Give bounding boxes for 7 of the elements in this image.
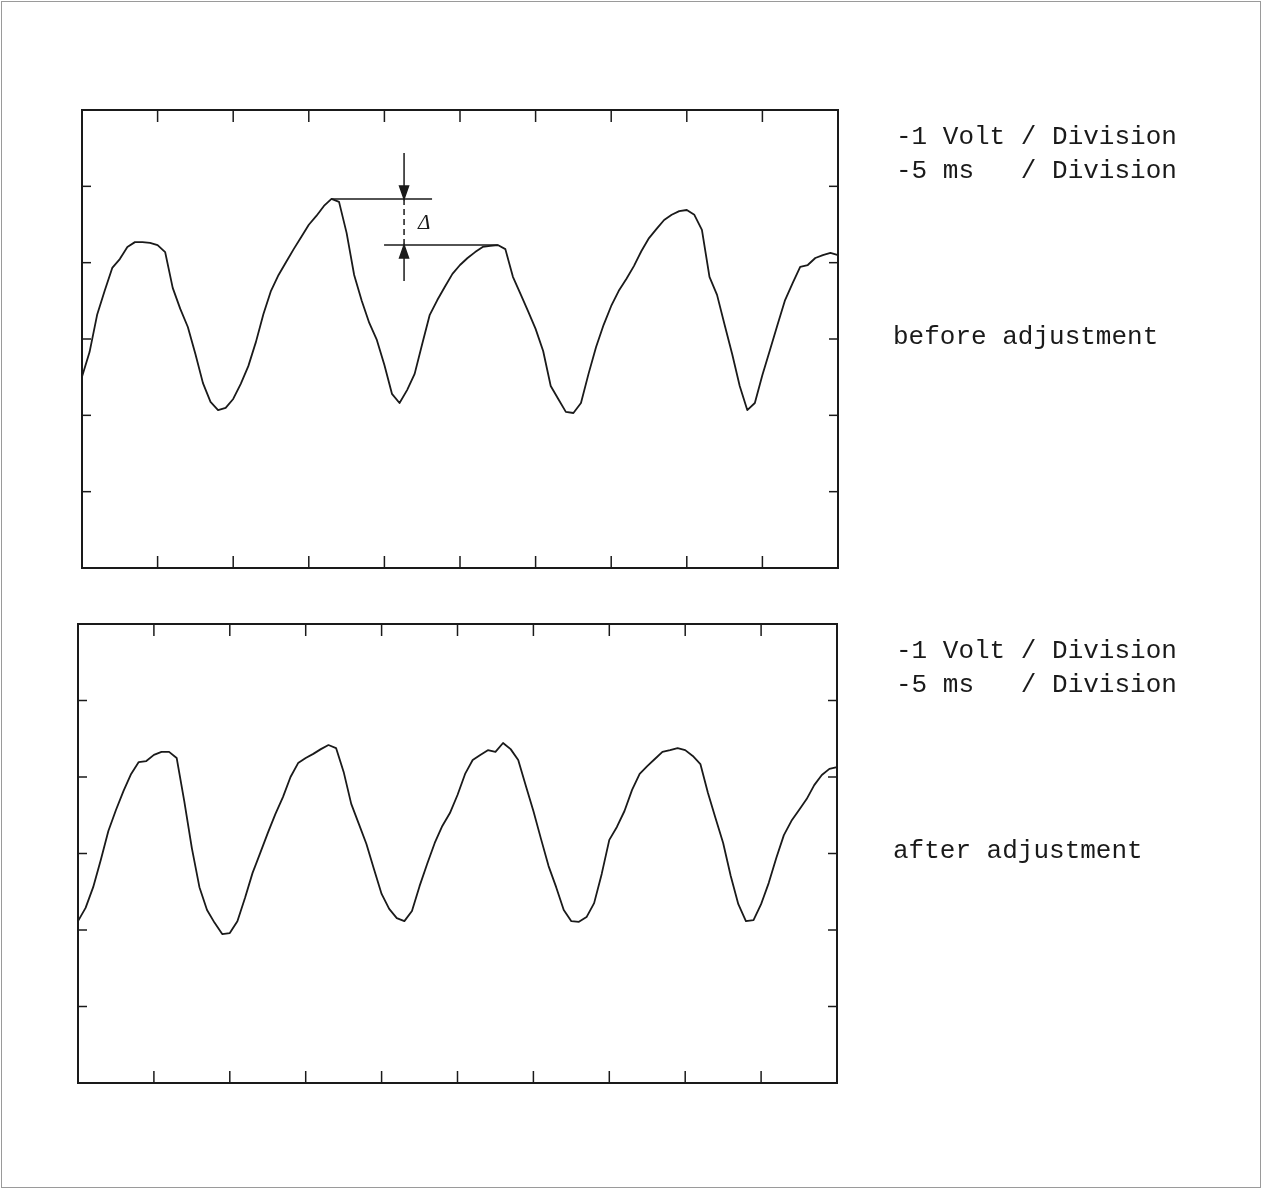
- text: -1 Volt / Division: [896, 636, 1177, 666]
- text: before adjustment: [893, 322, 1159, 352]
- text: -1 Volt / Division: [896, 122, 1177, 152]
- text: after adjustment: [893, 836, 1143, 866]
- text: -5 ms / Division: [896, 670, 1177, 700]
- text: -5 ms / Division: [896, 156, 1177, 186]
- annotation: Δ: [417, 210, 431, 235]
